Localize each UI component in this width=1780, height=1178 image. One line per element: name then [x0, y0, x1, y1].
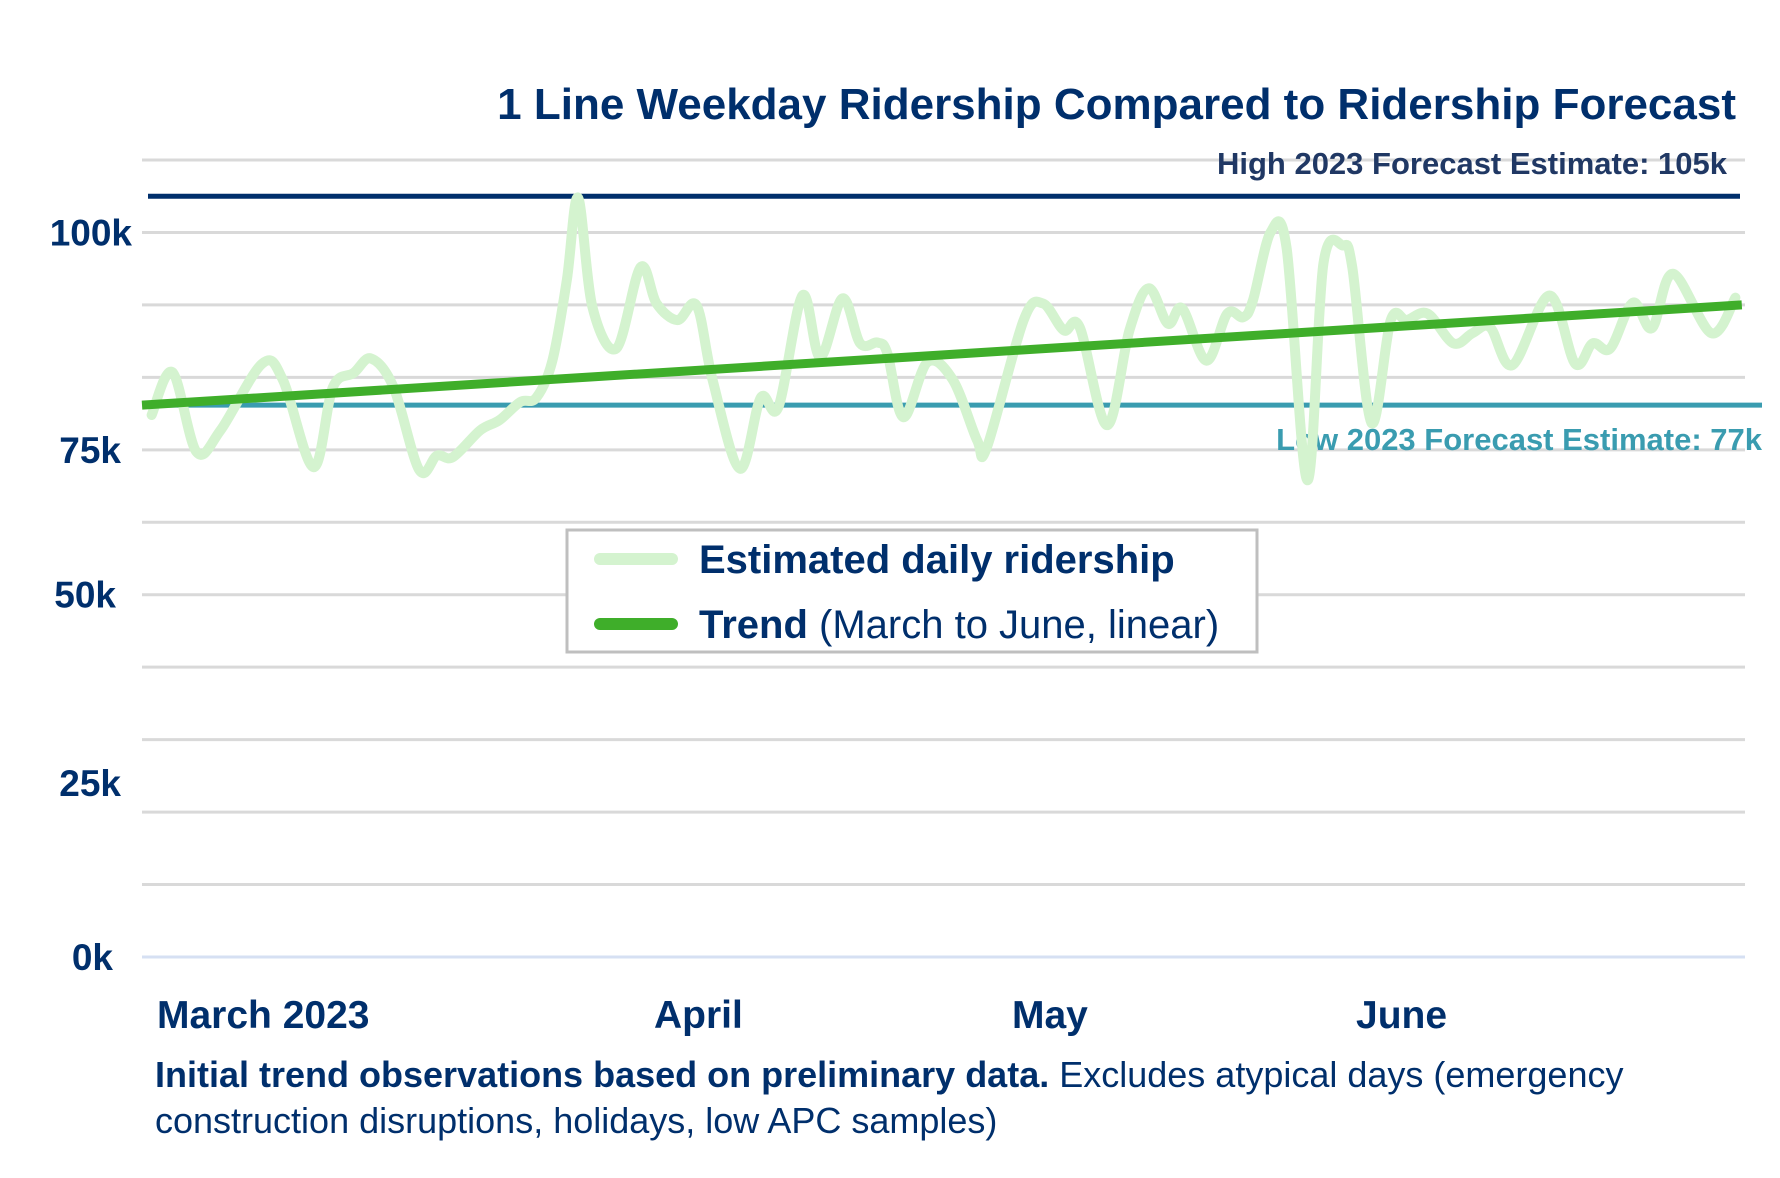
footnote-normal: Excludes atypical days (emergency constr…: [155, 1054, 1624, 1141]
x-tick-label: April: [654, 994, 743, 1037]
legend: Estimated daily ridership Trend (March t…: [565, 528, 1259, 654]
legend-label-daily-ridership: Estimated daily ridership: [699, 538, 1175, 582]
forecast-reference-lines: High 2023 Forecast Estimate: 105k Low 202…: [148, 146, 1763, 457]
series-lines: [141, 192, 1743, 486]
y-tick-label: 75k: [59, 430, 121, 471]
y-tick-label: 0k: [72, 937, 114, 978]
x-tick-label: June: [1356, 994, 1447, 1037]
footnote-bold: Initial trend observations based on prel…: [155, 1054, 1050, 1095]
high-forecast-label: High 2023 Forecast Estimate: 105k: [1217, 146, 1728, 181]
y-tick-label: 50k: [54, 575, 116, 616]
low-forecast-label: Low 2023 Forecast Estimate: 77k: [1276, 422, 1763, 457]
y-tick-label: 100k: [50, 212, 133, 253]
x-tick-label: May: [1012, 994, 1088, 1037]
legend-label-daily-ridership-strong: Estimated daily ridership: [699, 538, 1175, 582]
legend-label-trend-strong: Trend: [699, 603, 808, 647]
y-axis-labels: 100k 75k 50k 25k 0k: [50, 212, 133, 978]
x-tick-label: March 2023: [157, 994, 369, 1037]
daily-ridership-line: [146, 192, 1741, 486]
chart-footnote: Initial trend observations based on prel…: [155, 1052, 1715, 1144]
legend-box: [565, 528, 1259, 654]
legend-label-trend-rest: (March to June, linear): [808, 603, 1219, 647]
chart-title: 1 Line Weekday Ridership Compared to Rid…: [497, 80, 1736, 129]
legend-label-trend: Trend (March to June, linear): [699, 603, 1219, 647]
trend-line: [141, 300, 1743, 410]
x-axis-labels: March 2023 April May June: [157, 994, 1447, 1037]
y-tick-label: 25k: [59, 763, 121, 804]
